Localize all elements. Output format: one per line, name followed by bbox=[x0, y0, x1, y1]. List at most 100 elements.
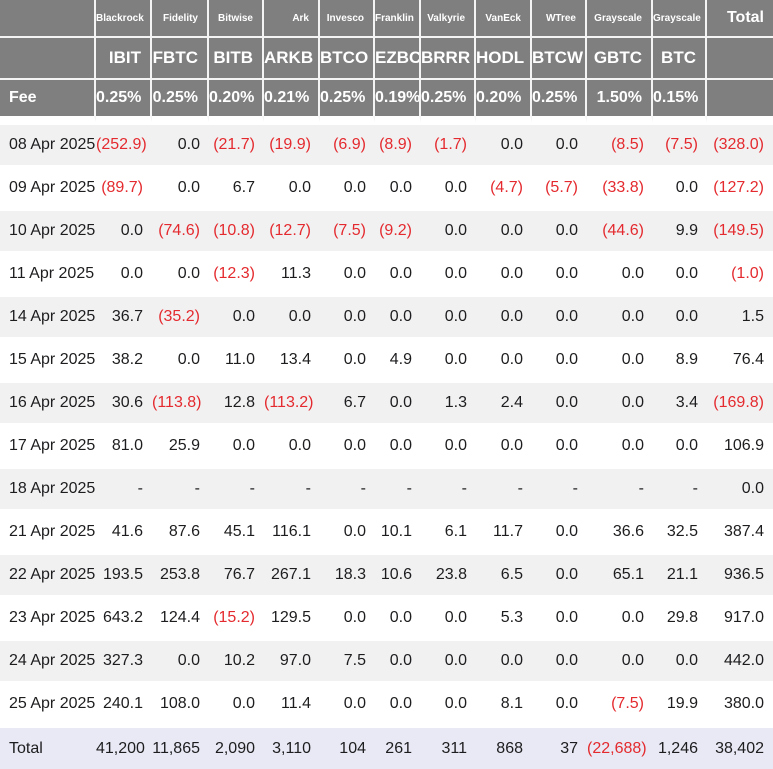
fee-value: 0.20% bbox=[476, 80, 532, 122]
fee-value: 0.25% bbox=[320, 80, 375, 122]
fee-value: 0.21% bbox=[264, 80, 320, 122]
flow-value-cell: - bbox=[320, 466, 375, 512]
flow-value-cell: 0.0 bbox=[675, 437, 698, 454]
column-total-cell: 11,865 bbox=[152, 724, 209, 769]
flow-value-cell: 0.0 bbox=[375, 380, 421, 426]
ticker-header: BTCW bbox=[532, 38, 587, 80]
flow-value-cell: 0.0 bbox=[96, 208, 152, 254]
flow-value-cell: 0.0 bbox=[555, 351, 578, 368]
column-total-cell: 311 bbox=[421, 724, 476, 769]
row-total-cell: 442.0 bbox=[707, 638, 773, 684]
table-header: Blackrock Fidelity Bitwise Ark Invesco Frankl… bbox=[0, 0, 773, 122]
fee-row: Fee 0.25% 0.25% 0.20% 0.21% 0.25% 0.19% 0.25% 0.… bbox=[0, 80, 773, 122]
flow-value-cell: 76.7 bbox=[209, 552, 264, 598]
flow-value-cell: 0.0 bbox=[621, 437, 644, 454]
flow-value-cell: 6.5 bbox=[476, 552, 532, 598]
flow-value-cell: 0.0 bbox=[444, 609, 467, 626]
flow-value-cell: (89.7) bbox=[101, 179, 143, 196]
column-total-cell: 261 bbox=[375, 724, 421, 769]
flow-value-cell: 6.1 bbox=[444, 523, 467, 540]
flow-row: 18 Apr 2025- - - - - - - - - - -0.0 bbox=[0, 466, 773, 512]
ticker-corner-cell bbox=[0, 38, 96, 80]
date-cell: 15 Apr 2025 bbox=[9, 351, 96, 368]
flow-value-cell: 0.0 bbox=[389, 609, 412, 626]
flow-value-cell: 0.0 bbox=[120, 265, 143, 282]
flow-value-cell: 0.0 bbox=[389, 695, 412, 712]
fee-total-empty-cell bbox=[707, 80, 773, 122]
total-column-header: Total bbox=[707, 0, 773, 38]
provider-header: Blackrock bbox=[96, 0, 152, 38]
flow-value-cell: 32.5 bbox=[666, 523, 698, 540]
flow-value-cell: 10.6 bbox=[375, 552, 421, 598]
flow-value-cell: 0.0 bbox=[177, 179, 200, 196]
flow-value-cell: 0.0 bbox=[421, 208, 476, 254]
flow-value-cell: 10.2 bbox=[209, 638, 264, 684]
flow-value-cell: 0.0 bbox=[587, 638, 653, 684]
flow-row: 08 Apr 2025 (252.9) 0.0 (21.7) (19.9) (6.9) (8… bbox=[0, 122, 773, 168]
date-cell: 16 Apr 2025 bbox=[0, 380, 96, 426]
flow-value-cell: 0.0 bbox=[587, 294, 653, 340]
row-total-cell: 76.4 bbox=[732, 351, 764, 368]
flow-value-cell: 0.0 bbox=[177, 265, 200, 282]
flow-row: 11 Apr 2025 0.0 0.0 (12.3) 11.3 0.0 0.0 0.0 0.0 0… bbox=[0, 254, 773, 294]
date-cell: 21 Apr 2025 bbox=[9, 523, 96, 540]
flow-value-cell: (21.7) bbox=[209, 122, 264, 168]
ticker-header: FBTC bbox=[152, 38, 209, 80]
flow-value-cell: 0.0 bbox=[152, 638, 209, 684]
totals-label: Total bbox=[0, 724, 96, 769]
flow-value-cell: 0.0 bbox=[375, 638, 421, 684]
flow-row: 15 Apr 2025 38.2 0.0 11.0 13.4 0.0 4.9 0.0 0.0 0.… bbox=[0, 340, 773, 380]
column-total-cell: 868 bbox=[476, 724, 532, 769]
flow-row: 23 Apr 2025 643.2 124.4 (15.2) 129.5 0.0 0.0 0.… bbox=[0, 598, 773, 638]
ticker-header: IBIT bbox=[96, 38, 152, 80]
flow-value-cell: (113.2) bbox=[264, 380, 320, 426]
table-footer: Total 41,200 11,865 2,090 3,110 104 261 311 868 3… bbox=[0, 724, 773, 769]
column-total-cell: 1,246 bbox=[653, 724, 707, 769]
flow-value-cell: 65.1 bbox=[587, 552, 653, 598]
flow-value-cell: 0.0 bbox=[288, 179, 311, 196]
flow-value-cell: 0.0 bbox=[343, 609, 366, 626]
provider-header: Grayscale bbox=[587, 0, 653, 38]
flow-row: 21 Apr 2025 41.6 87.6 45.1 116.1 0.0 10.1 6.1 11… bbox=[0, 512, 773, 552]
flow-value-cell: 0.0 bbox=[343, 523, 366, 540]
flow-row: 10 Apr 2025 0.0 (74.6) (10.8) (12.7) (7.5) (9.… bbox=[0, 208, 773, 254]
flow-value-cell: 7.5 bbox=[320, 638, 375, 684]
flow-value-cell: 240.1 bbox=[102, 695, 143, 712]
flow-value-cell: 0.0 bbox=[288, 437, 311, 454]
row-total-cell: 380.0 bbox=[723, 695, 764, 712]
row-total-cell: (169.8) bbox=[707, 380, 773, 426]
flow-row: 16 Apr 2025 30.6 (113.8) 12.8 (113.2) 6.7 0.0 1… bbox=[0, 380, 773, 426]
ticker-row: IBIT FBTC BITB ARKB BTCO EZBC BRRR HODL BTCW GBTC… bbox=[0, 38, 773, 80]
flow-row: 22 Apr 2025 193.5 253.8 76.7 267.1 18.3 10.6 23… bbox=[0, 552, 773, 598]
ticker-header: HODL bbox=[476, 38, 532, 80]
fee-value: 0.15% bbox=[653, 80, 707, 122]
fee-value: 0.25% bbox=[421, 80, 476, 122]
flow-value-cell: 25.9 bbox=[168, 437, 200, 454]
provider-header: Valkyrie bbox=[421, 0, 476, 38]
column-total-cell: 3,110 bbox=[264, 724, 320, 769]
flow-value-cell: 11.3 bbox=[281, 265, 311, 282]
flow-value-cell: (35.2) bbox=[152, 294, 209, 340]
flow-value-cell: 36.7 bbox=[96, 294, 152, 340]
flow-value-cell: (252.9) bbox=[96, 122, 152, 168]
row-total-cell: 936.5 bbox=[707, 552, 773, 598]
flow-value-cell: 4.9 bbox=[389, 351, 412, 368]
flow-value-cell: 10.1 bbox=[380, 523, 412, 540]
flow-value-cell: 0.0 bbox=[375, 294, 421, 340]
flow-value-cell: 97.0 bbox=[264, 638, 320, 684]
flow-value-cell: 19.9 bbox=[666, 695, 698, 712]
row-total-cell: 917.0 bbox=[723, 609, 764, 626]
flow-value-cell: 12.8 bbox=[209, 380, 264, 426]
flow-value-cell: 8.9 bbox=[675, 351, 698, 368]
flow-value-cell: 30.6 bbox=[96, 380, 152, 426]
flow-value-cell: (7.5) bbox=[611, 695, 644, 712]
flow-value-cell: 0.0 bbox=[555, 609, 578, 626]
row-total-cell: (127.2) bbox=[713, 179, 764, 196]
ticker-header: BTCO bbox=[320, 38, 375, 80]
ticker-header: GBTC bbox=[587, 38, 653, 80]
flow-value-cell: 0.0 bbox=[232, 437, 255, 454]
row-total-cell: 106.9 bbox=[723, 437, 764, 454]
provider-header: Ark bbox=[264, 0, 320, 38]
flow-value-cell: - bbox=[96, 466, 152, 512]
flow-value-cell: 0.0 bbox=[500, 265, 523, 282]
